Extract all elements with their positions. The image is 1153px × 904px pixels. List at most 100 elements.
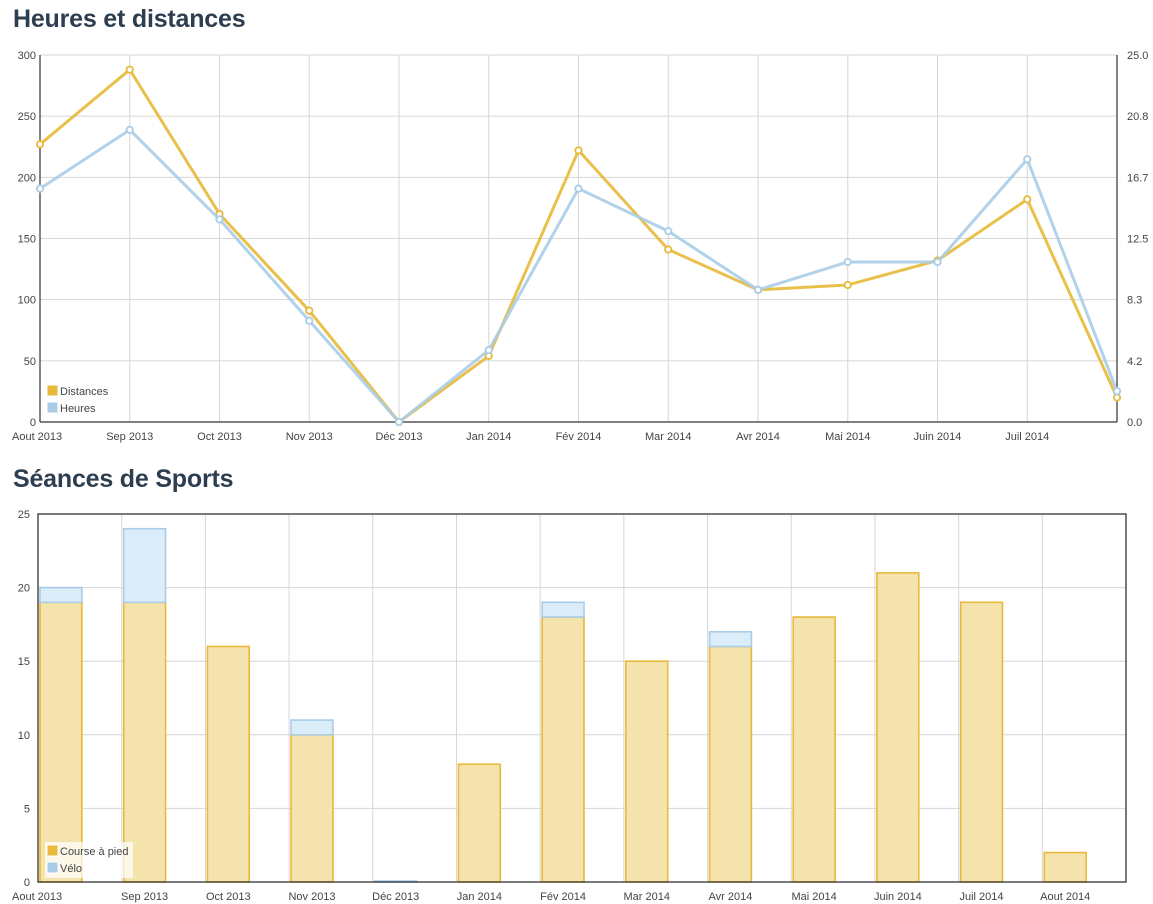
bar-velo — [290, 719, 334, 736]
y-tick-label: 0 — [24, 877, 30, 889]
y-right-tick-label: 8.3 — [1127, 295, 1142, 307]
legend-background — [45, 842, 133, 878]
x-tick-label: Mar 2014 — [645, 431, 691, 443]
x-tick-label: Sep 2013 — [121, 891, 168, 903]
y-left-tick-label: 150 — [18, 234, 36, 246]
data-point-distances — [125, 65, 134, 74]
x-tick-label: Fév 2014 — [540, 891, 586, 903]
data-point-heures — [125, 125, 134, 134]
data-point-heures — [35, 184, 45, 193]
x-tick-label: Sep 2013 — [106, 431, 153, 443]
bar-course-a-pied — [290, 733, 334, 883]
legend-label-distances: Distances — [60, 386, 109, 398]
chart-legend: Course à pied Vélo — [45, 842, 133, 878]
hours-distances-chart: 0 50 100 150 200 250 300 0.0 4.2 8.3 12.5 16.7 20.8 2… — [12, 50, 1148, 443]
x-tick-label: Aout 2013 — [12, 891, 62, 903]
legend-swatch-heures — [46, 401, 59, 414]
bar-velo — [39, 586, 83, 604]
data-point-distances — [305, 306, 314, 315]
data-point-distances — [35, 140, 45, 149]
bar-course-a-pied — [39, 601, 83, 883]
bars — [39, 527, 1087, 883]
x-tick-label: Déc 2013 — [372, 891, 419, 903]
bar-course-a-pied — [541, 616, 585, 883]
bar-course-a-pied — [625, 660, 669, 883]
legend-swatch-velo — [46, 861, 59, 874]
data-point-distances — [574, 146, 583, 155]
hours-distances-title: Heures et distances — [13, 5, 246, 33]
x-tick-label: Juin 2014 — [914, 431, 962, 443]
bar-course-a-pied — [792, 616, 836, 883]
chart-legend: Distances Heures — [46, 384, 109, 415]
x-tick-label: Mai 2014 — [792, 891, 837, 903]
data-point-heures — [1023, 155, 1032, 164]
x-tick-label: Jan 2014 — [466, 431, 511, 443]
grid — [39, 54, 1118, 423]
data-point-heures — [1112, 387, 1122, 396]
bar-course-a-pied — [876, 572, 920, 883]
legend-label-velo: Vélo — [60, 863, 82, 875]
bar-course-a-pied — [959, 601, 1004, 883]
x-tick-label: Oct 2013 — [206, 891, 251, 903]
bar-course-a-pied — [206, 645, 251, 883]
data-point-heures — [215, 215, 224, 224]
bar-course-a-pied — [457, 763, 502, 883]
data-point-distances — [1112, 393, 1122, 402]
data-point-heures — [664, 227, 673, 236]
sport-sessions-title: Séances de Sports — [13, 465, 234, 493]
plot-frame — [37, 513, 1127, 883]
legend-swatch-distances — [46, 384, 59, 397]
bar-course-a-pied — [708, 645, 753, 883]
y-left-tick-label: 300 — [18, 50, 36, 62]
bar-velo — [708, 630, 753, 648]
y-right-tick-label: 12.5 — [1127, 234, 1148, 246]
y-left-tick-label: 250 — [18, 111, 36, 123]
y-left-tick-label: 0 — [30, 417, 36, 429]
x-tick-label: Jan 2014 — [457, 891, 502, 903]
y-left-tick-label: 50 — [24, 356, 36, 368]
x-tick-label: Mai 2014 — [825, 431, 870, 443]
bar-velo — [122, 527, 167, 604]
x-tick-label: Avr 2014 — [736, 431, 780, 443]
bar-course-a-pied — [1043, 851, 1087, 883]
x-tick-label: Juin 2014 — [874, 891, 922, 903]
data-point-heures — [843, 257, 852, 267]
x-tick-label: Nov 2013 — [286, 431, 333, 443]
y-right-tick-label: 20.8 — [1127, 111, 1148, 123]
y-tick-label: 5 — [24, 803, 30, 815]
x-tick-label: Oct 2013 — [197, 431, 242, 443]
sport-sessions-chart: 0 5 10 15 20 25 Aout 2013 Sep 2013 Oct 2013 Nov 2… — [12, 509, 1127, 903]
data-point-heures — [753, 285, 763, 294]
data-point-heures — [574, 184, 583, 193]
legend-swatch-course-a-pied — [46, 844, 59, 857]
x-tick-label: Avr 2014 — [709, 891, 753, 903]
y-tick-label: 20 — [18, 583, 30, 595]
y-right-tick-label: 25.0 — [1127, 50, 1148, 62]
x-tick-label: Mar 2014 — [624, 891, 670, 903]
y-right-tick-label: 16.7 — [1127, 172, 1148, 184]
x-tick-label: Fév 2014 — [556, 431, 602, 443]
x-tick-label: Aout 2014 — [1040, 891, 1090, 903]
x-tick-label: Juil 2014 — [960, 891, 1004, 903]
legend-label-heures: Heures — [60, 403, 96, 415]
x-tick-label: Juil 2014 — [1005, 431, 1049, 443]
data-point-distances — [843, 280, 852, 290]
x-tick-label: Nov 2013 — [288, 891, 335, 903]
data-point-heures — [933, 257, 942, 267]
x-tick-label: Déc 2013 — [375, 431, 422, 443]
y-left-tick-label: 200 — [18, 172, 36, 184]
y-tick-label: 15 — [18, 656, 30, 668]
y-left-tick-label: 100 — [18, 295, 36, 307]
data-point-heures — [484, 345, 493, 355]
data-point-heures — [394, 417, 404, 427]
x-tick-label: Aout 2013 — [12, 431, 62, 443]
data-point-distances — [664, 245, 673, 254]
legend-label-course-a-pied: Course à pied — [60, 846, 129, 858]
y-tick-label: 10 — [18, 730, 30, 742]
y-tick-label: 25 — [18, 509, 30, 521]
data-point-heures — [305, 316, 314, 325]
bar-velo — [541, 601, 585, 618]
data-point-distances — [1023, 195, 1032, 204]
y-right-tick-label: 4.2 — [1127, 356, 1142, 368]
y-right-tick-label: 0.0 — [1127, 417, 1142, 429]
